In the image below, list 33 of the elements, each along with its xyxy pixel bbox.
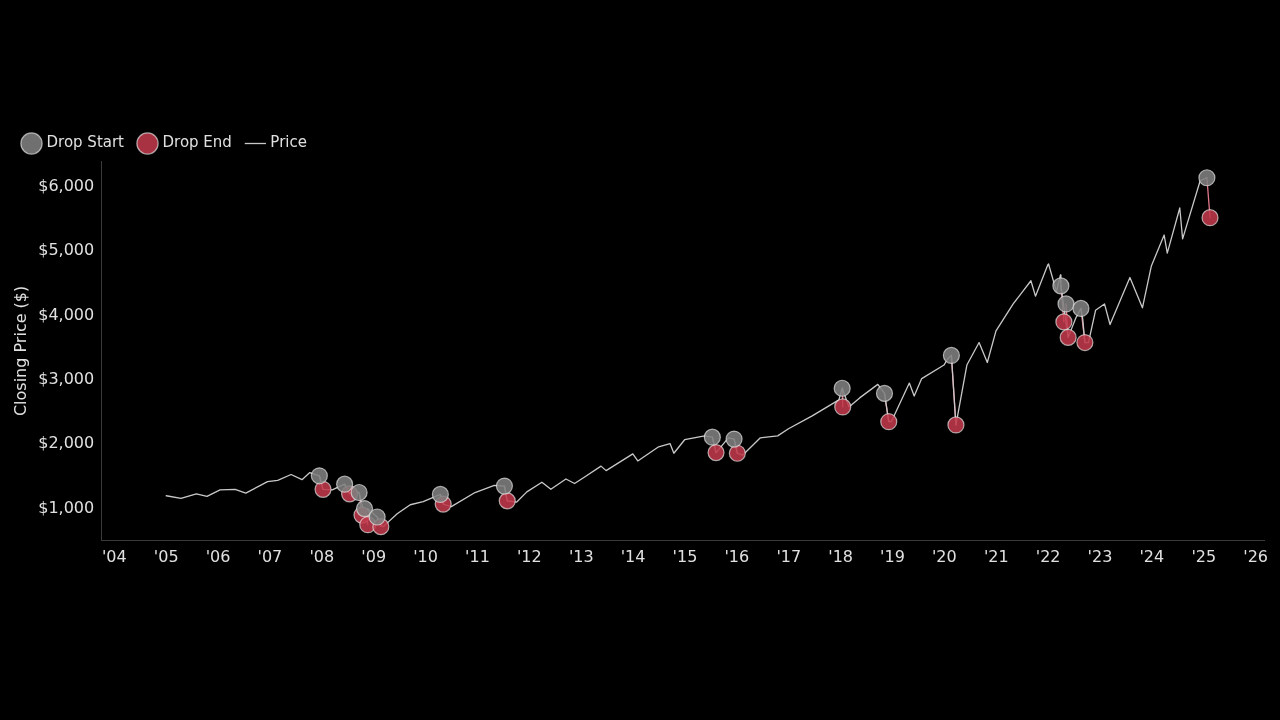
- x-tick-label: '06: [205, 546, 231, 566]
- x-tick-label: '12: [516, 546, 542, 566]
- legend-label: Price: [270, 133, 307, 152]
- y-tick-label: $1,000: [38, 497, 95, 517]
- x-tick-label: '24: [1139, 546, 1165, 566]
- y-tick-label: $3,000: [38, 369, 95, 389]
- y-tick-label: $5,000: [38, 240, 95, 260]
- x-tick-label: '20: [931, 546, 957, 566]
- legend-label: Drop End: [162, 133, 232, 152]
- x-tick-label: '21: [983, 546, 1009, 566]
- x-tick-label: '19: [880, 546, 905, 566]
- x-tick-label: '15: [672, 546, 698, 566]
- x-tick-label: '13: [568, 546, 594, 566]
- x-tick-label: '16: [724, 546, 750, 566]
- x-tick-label: '14: [620, 546, 646, 566]
- x-tick-label: '08: [309, 546, 335, 566]
- x-tick-label: '23: [1087, 546, 1113, 566]
- y-tick-label: $6,000: [38, 175, 95, 195]
- x-tick-label: '09: [361, 546, 387, 566]
- x-tick-label: '04: [101, 546, 127, 566]
- x-tick-label: '17: [776, 546, 802, 566]
- x-tick-label: '07: [257, 546, 283, 566]
- y-tick-label: $2,000: [38, 433, 95, 453]
- y-tick-label: $4,000: [38, 304, 95, 324]
- x-tick-label: '18: [828, 546, 853, 566]
- x-tick-label: '22: [1035, 546, 1061, 566]
- x-tick-label: '26: [1243, 546, 1268, 566]
- y-axis-title: Closing Price ($): [10, 285, 30, 417]
- x-tick-label: '11: [465, 546, 490, 566]
- x-tick-label: '25: [1191, 546, 1217, 566]
- x-tick-label: '10: [413, 546, 438, 566]
- legend-label: Drop Start: [46, 133, 125, 152]
- x-tick-label: '05: [153, 546, 179, 566]
